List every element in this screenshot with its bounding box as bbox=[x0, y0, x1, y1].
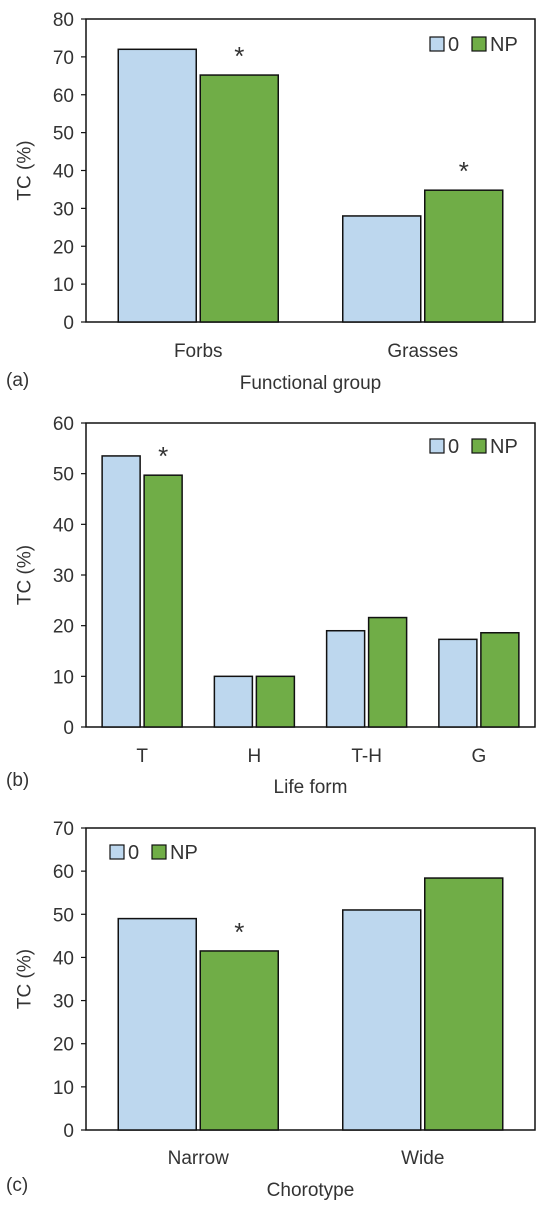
y-tick-label: 20 bbox=[53, 1035, 74, 1056]
bar-control-t-h bbox=[325, 629, 366, 728]
y-tick-label: 40 bbox=[53, 515, 74, 536]
bar-control-narrow bbox=[117, 917, 197, 1131]
bar-np-t bbox=[143, 474, 183, 728]
category-label: H bbox=[248, 746, 262, 767]
y-tick-label: 50 bbox=[53, 465, 74, 486]
legend-label: NP bbox=[490, 34, 518, 56]
y-tick-label: 10 bbox=[53, 275, 74, 296]
y-tick-label: 40 bbox=[53, 948, 74, 969]
bar-np-wide bbox=[424, 877, 504, 1131]
bar-np-forbs bbox=[199, 74, 279, 323]
y-tick-label: 50 bbox=[53, 905, 74, 926]
y-tick-label: 0 bbox=[63, 313, 74, 334]
category-label: T bbox=[136, 746, 148, 767]
category-label: Narrow bbox=[168, 1148, 230, 1169]
y-tick-label: 10 bbox=[53, 1078, 74, 1099]
legend-swatch-control bbox=[429, 438, 445, 454]
x-axis-title: Chorotype bbox=[267, 1180, 355, 1201]
y-tick-label: 70 bbox=[53, 48, 74, 69]
bar-np-t-h bbox=[367, 616, 408, 728]
significance-marker: * bbox=[158, 441, 168, 471]
legend-label: NP bbox=[170, 842, 198, 864]
bar-np-h bbox=[255, 675, 296, 728]
y-tick-label: 80 bbox=[53, 10, 74, 31]
category-label: T-H bbox=[351, 746, 382, 767]
category-label: Grasses bbox=[387, 341, 458, 362]
legend-swatch-np bbox=[151, 844, 167, 860]
y-axis-title: TC (%) bbox=[15, 140, 36, 200]
plot-frame bbox=[85, 827, 536, 1131]
significance-marker: * bbox=[459, 156, 469, 186]
y-tick-label: 60 bbox=[53, 414, 74, 435]
legend-label: 0 bbox=[448, 34, 459, 56]
y-tick-label: 10 bbox=[53, 667, 74, 688]
bar-control-grasses bbox=[342, 215, 422, 323]
y-tick-label: 70 bbox=[53, 819, 74, 840]
legend-label: 0 bbox=[448, 436, 459, 458]
panel-tag: (b) bbox=[6, 770, 29, 791]
legend-swatch-np bbox=[471, 36, 487, 52]
legend-swatch-control bbox=[109, 844, 125, 860]
bar-control-g bbox=[438, 638, 478, 728]
significance-marker: * bbox=[234, 917, 244, 947]
x-axis-title: Life form bbox=[274, 777, 348, 798]
bar-np-grasses bbox=[424, 189, 504, 323]
legend-swatch-control bbox=[429, 36, 445, 52]
y-axis-title: TC (%) bbox=[15, 545, 36, 605]
category-label: Wide bbox=[401, 1148, 444, 1169]
legend-label: 0 bbox=[128, 842, 139, 864]
y-tick-label: 0 bbox=[63, 1121, 74, 1142]
chart-panel-2: 0 10 20 30 40 50 60 TC (%) T H T-H G * Life form (b) 0 N… bbox=[6, 414, 536, 798]
significance-marker: * bbox=[234, 41, 244, 71]
bar-np-narrow bbox=[199, 950, 279, 1131]
chart-panel-3: 0 10 20 30 40 50 60 70 TC (%) Narrow Wide * Chorotyp… bbox=[6, 819, 536, 1201]
y-tick-label: 30 bbox=[53, 566, 74, 587]
category-label: Forbs bbox=[174, 341, 223, 362]
y-tick-label: 60 bbox=[53, 862, 74, 883]
bar-np-g bbox=[480, 632, 520, 728]
bar-control-t bbox=[101, 455, 141, 728]
y-tick-label: 30 bbox=[53, 992, 74, 1013]
chart-panel-1: 0 10 20 30 40 50 60 70 80 TC (%) Forbs Grasses * * Fun… bbox=[6, 10, 536, 394]
legend-swatch-np bbox=[471, 438, 487, 454]
legend-label: NP bbox=[490, 436, 518, 458]
y-axis-title: TC (%) bbox=[15, 949, 36, 1009]
panel-tag: (c) bbox=[6, 1175, 28, 1196]
y-tick-label: 20 bbox=[53, 617, 74, 638]
y-tick-label: 0 bbox=[63, 718, 74, 739]
y-tick-label: 40 bbox=[53, 162, 74, 183]
y-tick-label: 20 bbox=[53, 237, 74, 258]
panel-tag: (a) bbox=[6, 370, 29, 391]
bar-control-forbs bbox=[117, 48, 197, 323]
y-tick-label: 50 bbox=[53, 124, 74, 145]
x-axis-title: Functional group bbox=[240, 373, 382, 394]
y-tick-label: 60 bbox=[53, 86, 74, 107]
bar-control-wide bbox=[342, 909, 422, 1131]
bar-control-h bbox=[213, 675, 254, 728]
category-label: G bbox=[471, 746, 486, 767]
y-tick-label: 30 bbox=[53, 199, 74, 220]
